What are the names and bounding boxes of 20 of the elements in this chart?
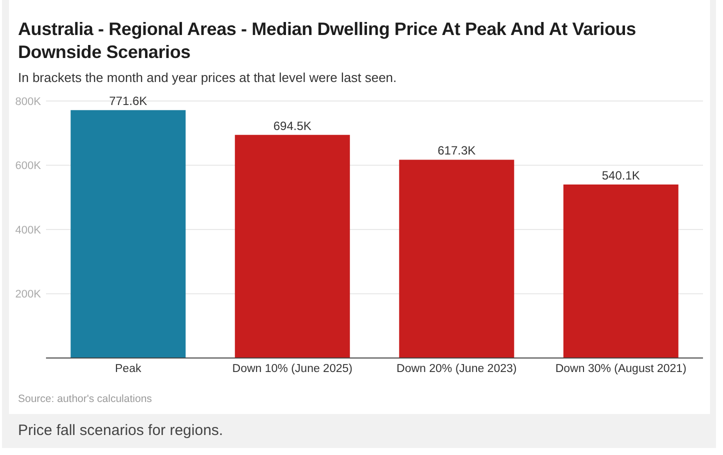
data-label: 771.6K (109, 94, 148, 108)
y-tick-label: 200K (15, 288, 42, 301)
y-tick-label: 600K (15, 160, 42, 172)
x-tick-label: Down 30% (August 2021) (555, 363, 687, 376)
bar (70, 110, 186, 358)
data-label: 694.5K (273, 118, 312, 133)
data-label: 617.3K (438, 144, 476, 158)
bar (234, 134, 350, 358)
data-label: 540.1K (602, 168, 640, 182)
x-tick-label: Down 10% (June 2025) (232, 363, 353, 376)
chart-title: Australia - Regional Areas - Median Dwelling Price At Peak And At Various Downside Scenarios (18, 18, 637, 64)
chart-subtitle: In brackets the month and year prices at that level were last seen. (18, 70, 398, 86)
bar (563, 184, 678, 358)
bar (399, 160, 514, 358)
x-tick-label: Down 20% (June 2023) (396, 363, 517, 376)
y-tick-label: 800K (15, 96, 42, 108)
x-tick-label: Peak (115, 363, 142, 376)
source-note: Source: author's calculations (18, 393, 152, 406)
y-tick-label: 400K (15, 224, 42, 236)
text: Price fall scenarios for regions. (18, 422, 224, 440)
